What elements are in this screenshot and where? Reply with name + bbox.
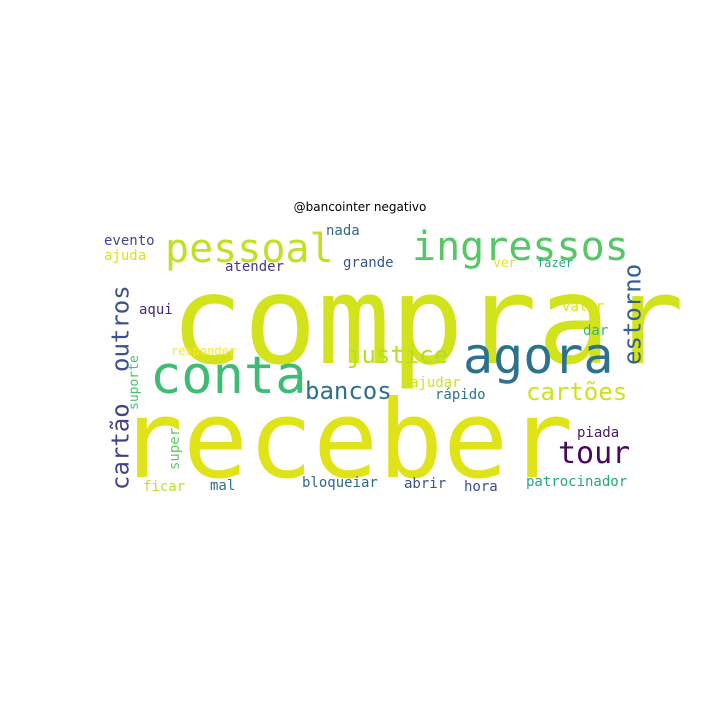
word-31: bloqueiar <box>302 475 378 491</box>
word-2: conta <box>150 346 307 406</box>
word-34: patrocinador <box>526 474 627 490</box>
word-20: aqui <box>139 302 173 318</box>
word-22: dar <box>583 323 608 339</box>
word-14: ajuda <box>104 248 146 264</box>
word-9: tour <box>558 436 630 471</box>
word-5: pessoal <box>165 226 334 272</box>
word-11: cartão <box>107 403 135 490</box>
word-18: ver <box>493 256 517 271</box>
word-26: rápido <box>435 387 486 403</box>
word-4: ingressos <box>412 224 629 270</box>
word-3: agora <box>463 327 614 385</box>
word-25: ajudar <box>410 375 461 391</box>
word-8: bancos <box>305 377 392 405</box>
word-33: hora <box>464 479 498 495</box>
word-23: responder <box>171 344 236 358</box>
word-15: nada <box>326 223 360 239</box>
word-12: estorno <box>619 264 647 365</box>
word-17: grande <box>343 255 394 271</box>
word-32: abrir <box>404 476 446 492</box>
word-13: evento <box>104 233 155 249</box>
word-24: suporte <box>127 355 142 410</box>
word-28: super <box>167 428 183 470</box>
word-6: justice <box>347 341 448 369</box>
word-27: piada <box>577 425 619 441</box>
word-10: outros <box>107 285 135 372</box>
word-29: ficar <box>143 479 185 495</box>
word-30: mal <box>210 478 235 494</box>
chart-title: @bancointer negativo <box>293 200 427 214</box>
word-21: valor <box>562 299 604 315</box>
word-19: fazer <box>537 256 573 270</box>
word-0: comprar <box>170 250 684 392</box>
word-16: atender <box>225 259 284 275</box>
word-7: cartões <box>526 378 627 406</box>
word-1: receber <box>118 378 573 503</box>
